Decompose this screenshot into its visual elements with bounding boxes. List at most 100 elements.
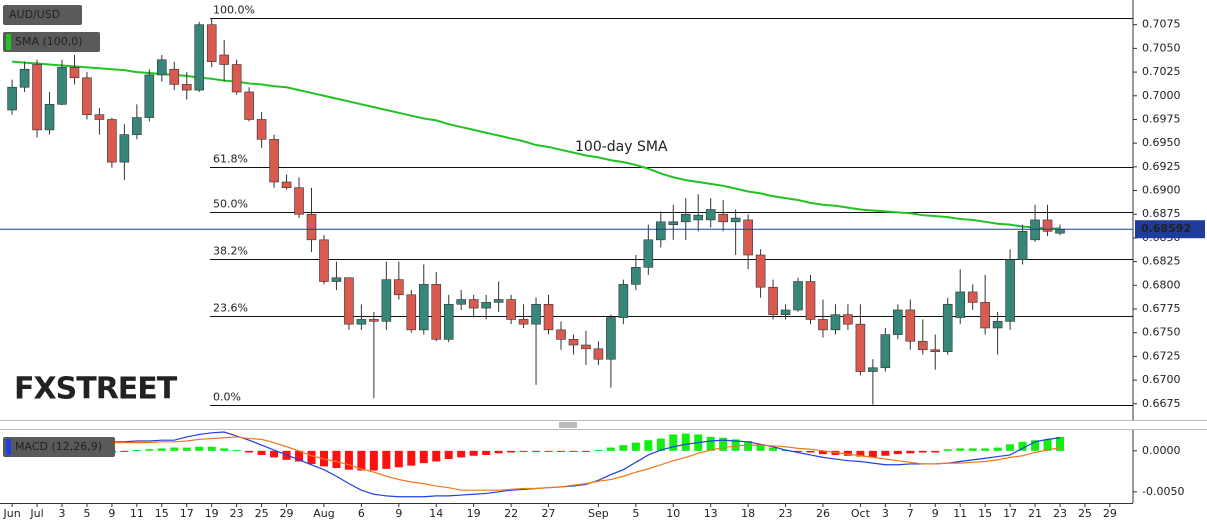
- macd-title: MACD (12,26,9): [15, 440, 102, 453]
- histogram-bar: [444, 450, 453, 460]
- histogram-bar: [394, 450, 403, 468]
- candle-body: [206, 24, 217, 62]
- x-tick-label: 7: [907, 507, 914, 520]
- candle-body: [219, 54, 229, 65]
- candle-body: [356, 319, 367, 325]
- legend-label: SMA (100,0): [15, 35, 83, 48]
- x-tick-label: 15: [155, 507, 169, 520]
- candle-body: [1030, 219, 1040, 241]
- legend-box: [3, 32, 100, 52]
- candle-body: [893, 309, 903, 335]
- x-tick-label: 25: [255, 507, 269, 520]
- histogram-bar: [843, 450, 852, 456]
- candle-body: [793, 281, 803, 311]
- x-tick-label: 15: [978, 507, 992, 520]
- candle-body: [319, 239, 329, 282]
- candle-body: [456, 299, 467, 305]
- histogram-bar: [544, 450, 553, 452]
- candle-body: [606, 317, 616, 360]
- histogram-bar: [494, 450, 503, 454]
- histogram-bar: [170, 447, 179, 451]
- candle-body: [905, 309, 916, 342]
- y-tick-label: 0.6775: [1142, 302, 1181, 315]
- candle-body: [992, 321, 1003, 329]
- candle-body: [780, 309, 791, 315]
- candle-body: [693, 214, 704, 221]
- candle-body: [581, 344, 591, 350]
- candle-body: [119, 134, 130, 163]
- histogram-bar: [906, 450, 915, 454]
- y-tick-label: 0.6925: [1142, 160, 1181, 173]
- x-tick-label: 26: [816, 507, 830, 520]
- x-tick-label: 6: [358, 507, 365, 520]
- x-tick-label: 29: [280, 507, 294, 520]
- histogram-bar: [769, 447, 778, 451]
- y-tick-label: 0.7075: [1142, 18, 1181, 31]
- candle-body: [768, 286, 778, 315]
- y-tick-label: 0.6800: [1142, 278, 1181, 291]
- histogram-bar: [706, 436, 715, 451]
- histogram-bar: [182, 447, 191, 451]
- histogram-bar: [369, 450, 378, 471]
- histogram-bar: [856, 450, 865, 457]
- candle-body: [443, 303, 454, 340]
- histogram-bar: [931, 450, 940, 453]
- candle-body: [144, 74, 155, 118]
- resize-handle[interactable]: [559, 422, 577, 428]
- candle-body: [418, 284, 429, 331]
- histogram-bar: [918, 450, 927, 453]
- histogram-bar: [956, 448, 965, 451]
- histogram-bar: [669, 434, 678, 451]
- x-tick-label: 25: [1078, 507, 1092, 520]
- histogram-bar: [344, 450, 353, 470]
- candle-body: [181, 84, 192, 91]
- histogram-bar: [631, 442, 640, 451]
- x-tick-label: 9: [395, 507, 402, 520]
- x-tick-label: 29: [1103, 507, 1117, 520]
- histogram-bar: [606, 447, 615, 451]
- x-tick-label: Oct: [851, 507, 871, 520]
- candle-body: [718, 213, 728, 223]
- candle-body: [680, 213, 691, 223]
- legend-swatch: [6, 34, 11, 50]
- candle-body: [730, 217, 741, 223]
- y-tick-label: 0.6675: [1142, 397, 1181, 410]
- histogram-bar: [419, 450, 428, 464]
- y-tick-label: 0.6725: [1142, 349, 1181, 362]
- candle-body: [369, 319, 379, 322]
- x-tick-label: 5: [632, 507, 639, 520]
- candle-body: [593, 348, 604, 360]
- candle-body: [481, 302, 491, 309]
- histogram-bar: [432, 450, 441, 462]
- candle-body: [967, 291, 978, 303]
- candle-body: [157, 59, 167, 76]
- candle-body: [818, 319, 828, 331]
- candle-body: [394, 279, 404, 296]
- candle-body: [468, 299, 479, 309]
- candle-body: [631, 267, 641, 285]
- candle-body: [743, 219, 753, 256]
- candle-body: [518, 319, 529, 325]
- candle-body: [543, 303, 554, 331]
- candle-body: [256, 119, 267, 140]
- x-tick-label: 13: [704, 507, 718, 520]
- histogram-bar: [794, 450, 803, 452]
- histogram-bar: [457, 450, 466, 458]
- histogram-bar: [532, 450, 541, 452]
- histogram-bar: [557, 450, 565, 452]
- candle-body: [980, 302, 990, 329]
- candle-body: [493, 299, 504, 303]
- candle-body: [269, 139, 279, 183]
- x-tick-label: 9: [108, 507, 115, 520]
- candle-body: [344, 277, 354, 325]
- candle-body: [506, 299, 516, 320]
- candle-body: [431, 284, 442, 340]
- x-tick-label: 18: [741, 507, 755, 520]
- histogram-bar: [295, 450, 304, 462]
- x-tick-label: Aug: [313, 507, 334, 520]
- x-tick-label: 27: [542, 507, 556, 520]
- macd-title-box: [3, 437, 115, 457]
- x-tick-label: 10: [666, 507, 680, 520]
- candle-body: [917, 340, 928, 351]
